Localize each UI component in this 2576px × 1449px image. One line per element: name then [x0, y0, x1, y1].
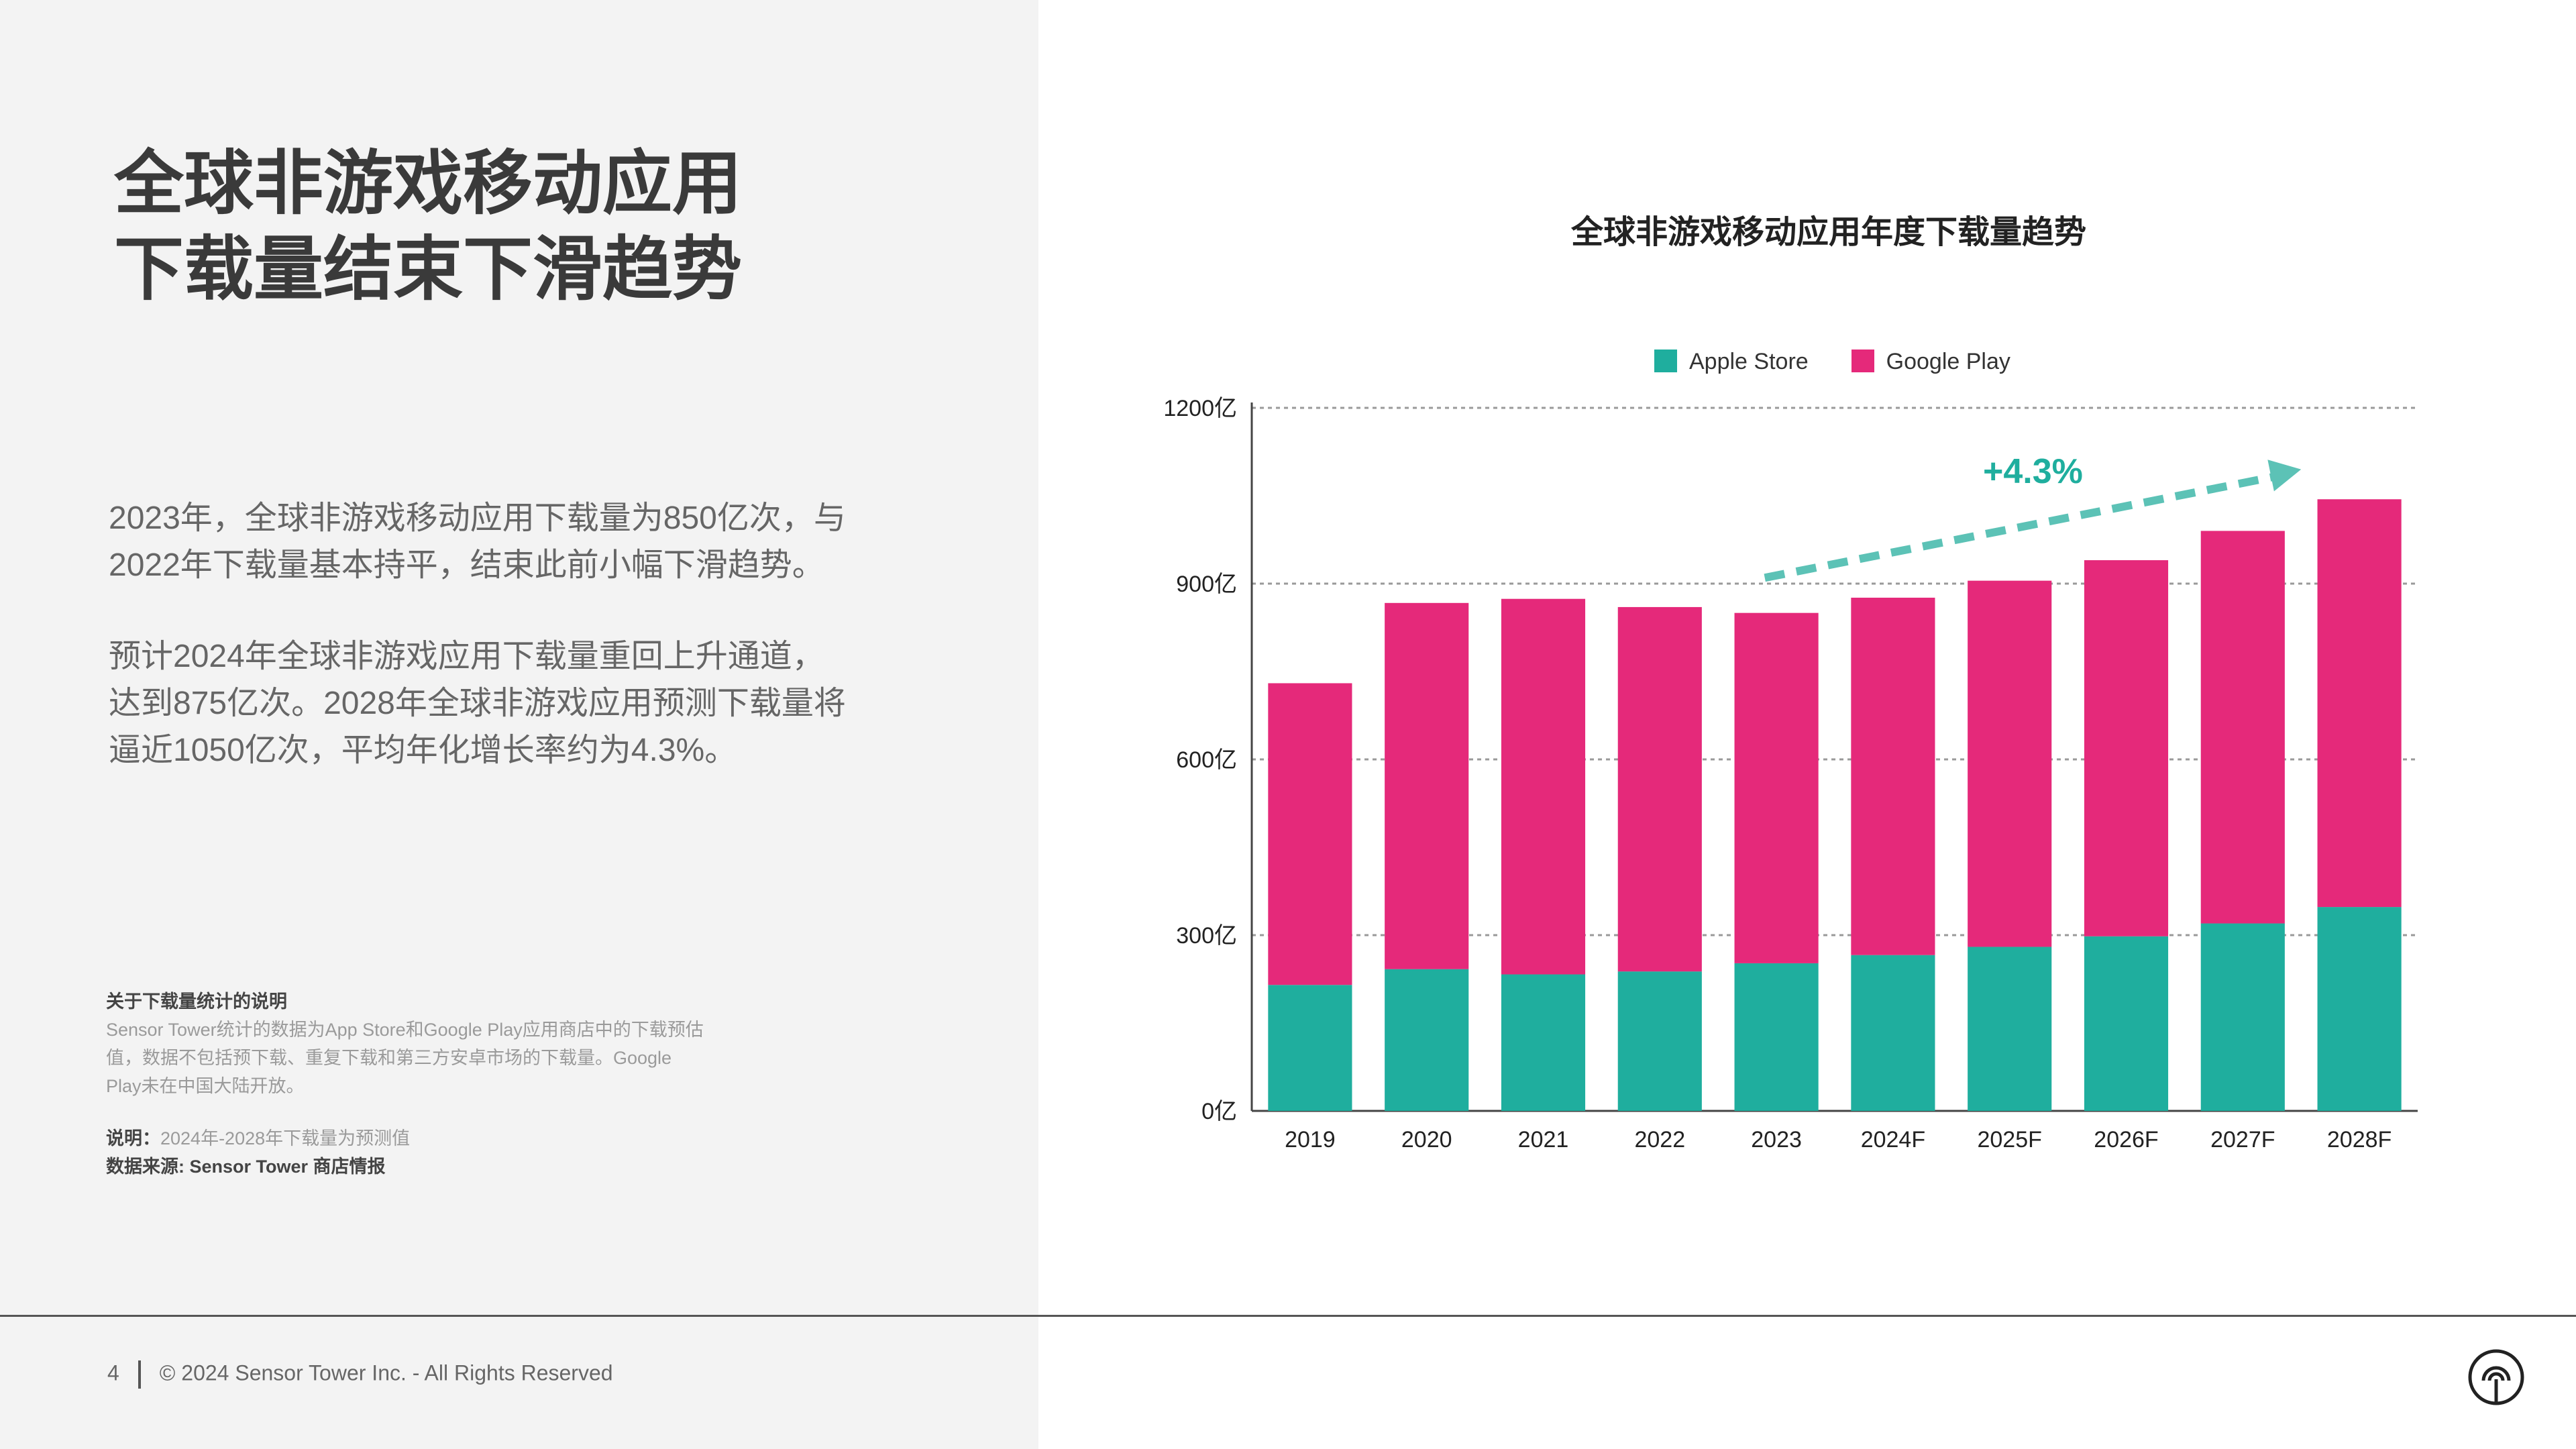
- legend-swatch-google: [1851, 350, 1874, 372]
- note-line-3: Play未在中国大陆开放。: [106, 1076, 305, 1096]
- x-tick-label: 2025F: [1977, 1127, 2041, 1152]
- bar-google-play: [1968, 580, 2052, 947]
- legend-label-apple: Apple Store: [1689, 349, 1809, 374]
- download-stats-note: 关于下载量统计的说明 Sensor Tower统计的数据为App Store和G…: [106, 987, 777, 1100]
- remark-label: 说明：: [106, 1128, 160, 1148]
- bar-google-play: [2200, 531, 2285, 924]
- x-tick-label: 2021: [1518, 1127, 1569, 1152]
- bar-apple-store: [1268, 985, 1352, 1111]
- bar-google-play: [1617, 606, 1702, 972]
- bar-apple-store: [2200, 923, 2285, 1111]
- page-title: 全球非游戏移动应用 下载量结束下滑趋势: [114, 141, 919, 313]
- y-tick-label: 900亿: [1176, 572, 1237, 597]
- bar-google-play: [1851, 597, 1935, 955]
- x-tick-label: 2022: [1634, 1127, 1685, 1152]
- bar-google-play: [1734, 612, 1819, 963]
- stacked-bar-chart: 0亿 300亿 600亿 900亿 1200亿 2019 2020 2021 2022 2023 2…: [1163, 396, 2418, 1152]
- paragraph-2: 预计2024年全球非游戏应用下载量重回上升通道， 达到875亿次。2028年全球…: [109, 633, 914, 774]
- bar-google-play: [2317, 499, 2402, 908]
- bar-apple-store: [1734, 963, 1819, 1111]
- footer-left-panel: [0, 1316, 1038, 1449]
- bar-google-play: [1501, 598, 1586, 975]
- note-heading: 关于下载量统计的说明: [106, 991, 287, 1012]
- x-tick-label: 2023: [1751, 1127, 1802, 1152]
- growth-arrow-line: [1764, 471, 2282, 582]
- title-line-1: 全球非游戏移动应用: [114, 145, 743, 223]
- note-line-1: Sensor Tower统计的数据为App Store和Google Play应…: [106, 1020, 704, 1040]
- paragraph-1-line-2: 2022年下载量基本持平，结束此前小幅下滑趋势。: [109, 547, 824, 583]
- y-tick-label: 300亿: [1176, 923, 1237, 949]
- remark-line: 说明：2024年-2028年下载量为预测值: [106, 1124, 777, 1152]
- x-tick-label: 2019: [1285, 1127, 1336, 1152]
- data-source: 数据来源: Sensor Tower 商店情报: [106, 1157, 386, 1177]
- legend-label-google: Google Play: [1886, 349, 2010, 374]
- legend-item-apple: Apple Store: [1654, 349, 1809, 375]
- paragraph-1: 2023年，全球非游戏移动应用下载量为850亿次，与 2022年下载量基本持平，…: [109, 495, 914, 589]
- paragraph-2-line-3: 逼近1050亿次，平均年化增长率约为4.3%。: [109, 733, 737, 768]
- title-line-2: 下载量结束下滑趋势: [114, 231, 743, 309]
- bar-google-play: [1268, 683, 1352, 985]
- paragraph-2-line-2: 达到875亿次。2028年全球非游戏应用预测下载量将: [109, 686, 846, 721]
- paragraph-1-line-1: 2023年，全球非游戏移动应用下载量为850亿次，与: [109, 500, 846, 536]
- bar-apple-store: [1617, 971, 1702, 1111]
- x-tick-label: 2027F: [2210, 1127, 2275, 1152]
- footer-separator: [138, 1360, 141, 1389]
- chart-title: 全球非游戏移动应用年度下载量趋势: [1570, 215, 2086, 250]
- bar-google-play: [1385, 602, 1469, 969]
- bar-apple-store: [1501, 974, 1586, 1111]
- copyright: © 2024 Sensor Tower Inc. - All Rights Re…: [159, 1360, 613, 1385]
- legend-swatch-apple: [1654, 350, 1677, 372]
- y-tick-label: 0亿: [1201, 1099, 1237, 1124]
- bar-google-play: [2084, 560, 2169, 936]
- legend-item-google: Google Play: [1851, 349, 2010, 375]
- bar-apple-store: [1385, 969, 1469, 1111]
- bar-apple-store: [1968, 947, 2052, 1111]
- growth-arrow-head: [2267, 460, 2302, 492]
- x-tick-label: 2020: [1401, 1127, 1452, 1152]
- paragraph-2-line-1: 预计2024年全球非游戏应用下载量重回上升通道，: [109, 639, 824, 674]
- y-tick-label: 1200亿: [1163, 396, 1237, 421]
- remark-text: 2024年-2028年下载量为预测值: [160, 1128, 411, 1148]
- left-panel: [0, 0, 1038, 1316]
- footer-divider: [0, 1315, 2576, 1317]
- remark-block: 说明：2024年-2028年下载量为预测值 数据来源: Sensor Tower…: [106, 1124, 777, 1181]
- x-tick-label: 2028F: [2327, 1127, 2392, 1152]
- bar-apple-store: [2317, 907, 2402, 1111]
- page-number: 4: [107, 1360, 119, 1385]
- bar-apple-store: [2084, 936, 2169, 1111]
- y-tick-label: 600亿: [1176, 747, 1237, 773]
- x-tick-label: 2024F: [1861, 1127, 1925, 1152]
- chart-legend: Apple Store Google Play: [1654, 349, 2053, 375]
- note-line-2: 值，数据不包括预下载、重复下载和第三方安卓市场的下载量。Google: [106, 1048, 672, 1068]
- footer: 4 © 2024 Sensor Tower Inc. - All Rights R…: [107, 1360, 613, 1389]
- x-tick-label: 2026F: [2094, 1127, 2158, 1152]
- bar-apple-store: [1851, 955, 1935, 1111]
- growth-rate-annotation: +4.3%: [1983, 452, 2083, 491]
- sensor-tower-logo-icon: [2468, 1349, 2524, 1405]
